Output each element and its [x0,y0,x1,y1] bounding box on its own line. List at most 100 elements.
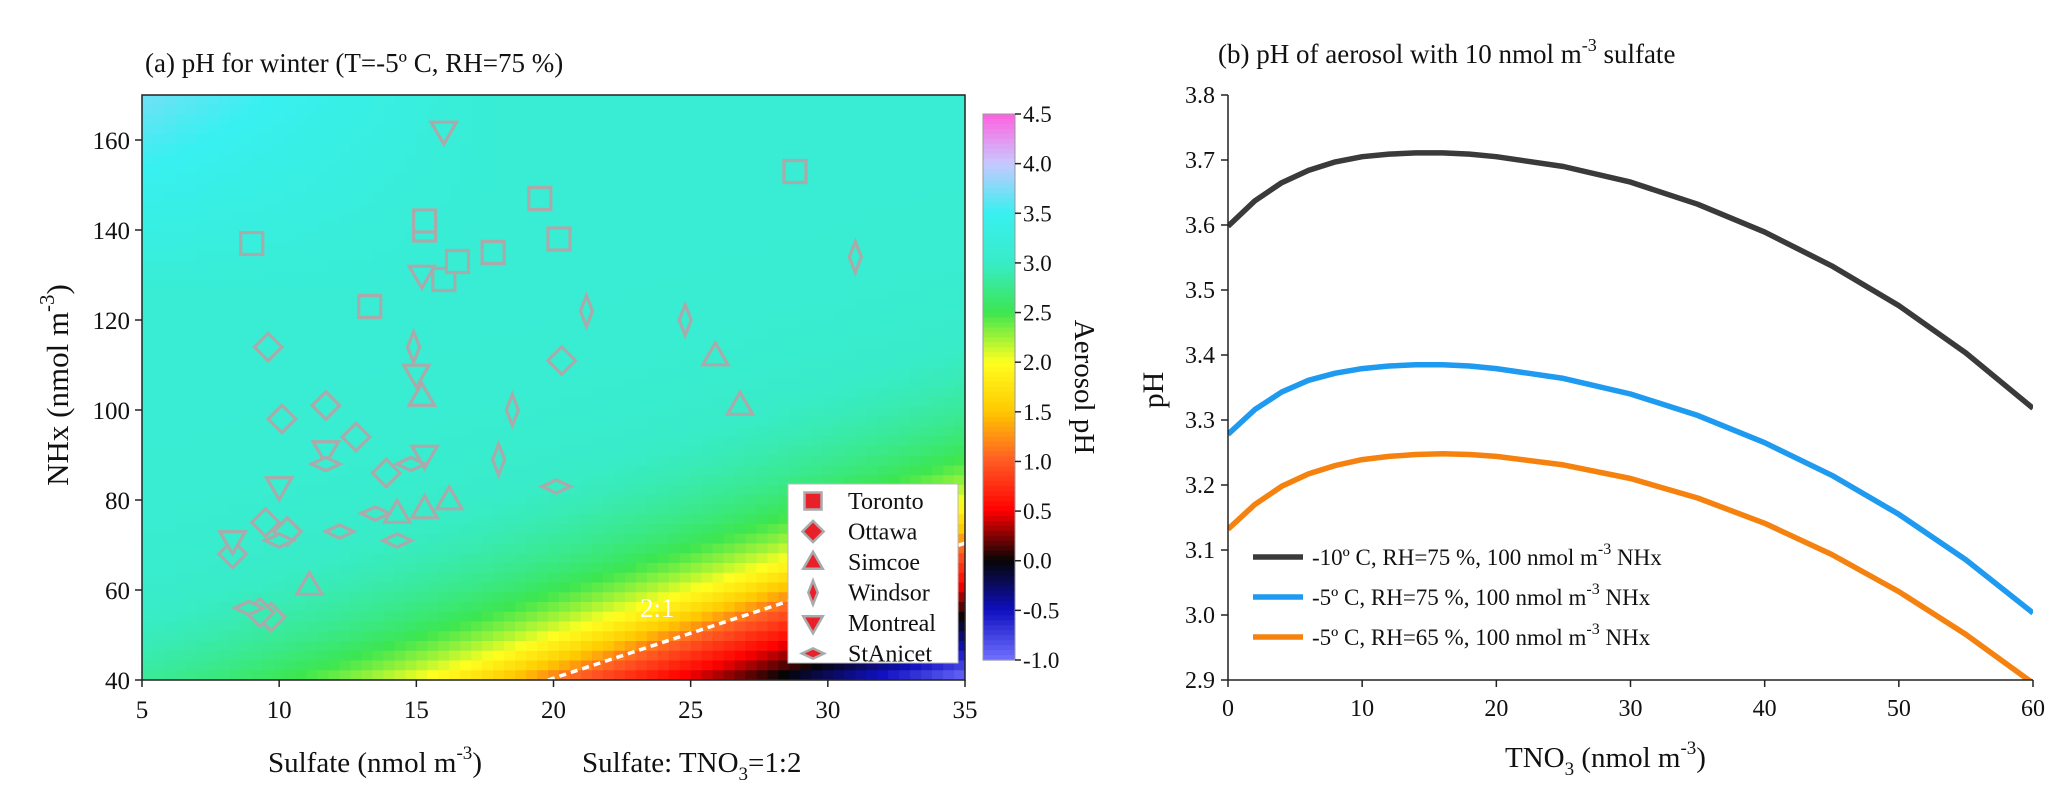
marker-toronto [239,230,265,257]
marker-ottawa [545,344,578,377]
x-tick-label: 5 [136,697,149,724]
ph-curves [1228,150,2033,680]
legend-label-montreal: Montreal [848,611,936,637]
x-tick-label: 10 [1350,696,1374,722]
panel-b-ylabel: pH [1137,372,1170,409]
series-line [1228,451,2033,680]
colorbar-tick-label: 2.5 [1023,301,1052,326]
marker-simcoe [406,380,438,407]
x-tick-label: 0 [1222,696,1234,722]
panel-b-xlabel: TNO3 (nmol m-3) [1505,738,1706,780]
marker-windsor [847,237,864,277]
colorbar-tick-label: 3.0 [1023,251,1052,276]
marker-toronto [357,293,383,320]
legend-box [787,483,959,664]
y-tick-label: 3.6 [1185,213,1215,239]
marker-simcoe [381,497,413,524]
marker-stanicet [357,505,394,522]
y-tick-label: 100 [93,398,131,425]
panel-b: (b) pH of aerosol with 10 nmol m-3 sulfa… [1137,35,2045,780]
x-tick-label: 60 [2021,696,2045,722]
marker-montreal [428,120,460,148]
panel-a: (a) pH for winter (T=-5º C, RH=75 %) 2:1… [35,48,1100,785]
marker-montreal [263,476,295,503]
panel-a-xlabel: Sulfate (nmol m-3) [268,743,482,779]
colorbar: 4.5 4.0 3.5 3.0 2.5 2.0 1.5 1.0 0.5 0.0 -0.5 -1.0 A… [982,102,1100,673]
y-tick-label: 60 [105,578,130,605]
y-tick-label: 120 [93,308,131,335]
x-tick-label: 25 [678,697,703,724]
y-tick-label: 3.7 [1185,148,1215,174]
legend-label-ottawa: Ottawa [848,520,918,546]
panel-b-legend: -10º C, RH=75 %, 100 nmol m-3 NHx -5º C, … [1253,541,1662,650]
x-tick-label: 50 [1887,696,1911,722]
marker-stanicet [307,455,344,473]
marker-stanicet [321,523,358,540]
marker-stanicet [538,478,575,495]
y-tick-label: 3.0 [1185,603,1215,629]
colorbar-frame [982,113,1016,661]
panel-b-axes: 0 10 20 30 40 50 60 2.9 3.0 3.1 3.2 3.3 3.4 3.5 3.6 3.7… [1185,83,2045,722]
y-tick-label: 40 [105,668,130,695]
legend-label-simcoe: Simcoe [848,550,920,576]
x-tick-label: 15 [404,697,429,724]
marker-toronto [480,239,506,266]
legend-marker-ottawa [800,519,826,544]
y-tick-label: 140 [93,218,131,245]
y-tick-label: 3.1 [1185,538,1215,564]
colorbar-tick-label: 1.0 [1023,449,1052,474]
marker-stanicet [392,455,429,473]
marker-simcoe [724,389,756,416]
marker-windsor [405,327,422,367]
legend-marker-simcoe [801,549,825,571]
x-tick-label: 40 [1753,696,1777,722]
marker-toronto [546,226,572,252]
marker-toronto [411,208,438,234]
colorbar-tick-label: -1.0 [1023,648,1059,673]
x-tick-label: 20 [541,697,566,724]
panel-a-title: (a) pH for winter (T=-5º C, RH=75 %) [145,48,563,78]
marker-ottawa [252,330,285,364]
x-tick-label: 30 [815,697,840,724]
marker-simcoe [433,483,465,511]
marker-ottawa [309,389,342,422]
legend-marker-windsor [806,577,820,608]
legend-label: -5º C, RH=65 %, 100 nmol m-3 NHx [1312,621,1651,650]
ratio-annotation: 2:1 [640,593,675,623]
panel-a-axes: 5 10 15 20 25 30 35 40 60 80 100 120 140 160 [93,128,978,724]
series-line [1228,150,2033,411]
y-tick-label: 3.2 [1185,473,1215,499]
colorbar-tick-label: 3.5 [1023,201,1052,226]
y-tick-label: 2.9 [1185,668,1215,694]
marker-toronto [782,158,808,185]
marker-simcoe [293,569,325,596]
colorbar-tick-label: 1.5 [1023,400,1052,425]
station-markers [216,120,864,634]
marker-windsor [490,439,507,480]
colorbar-tick-label: 2.0 [1023,350,1052,375]
marker-ottawa [249,506,282,539]
series-line [1228,362,2033,616]
colorbar-tick-label: -0.5 [1023,598,1059,623]
marker-montreal [310,440,342,467]
y-tick-label: 3.3 [1185,408,1215,434]
marker-windsor [504,390,521,430]
panel-b-title: (b) pH of aerosol with 10 nmol m-3 sulfa… [1218,35,1675,69]
y-tick-label: 80 [105,488,130,515]
marker-montreal [406,264,438,292]
marker-ottawa [339,420,372,454]
marker-simcoe [699,339,731,367]
marker-toronto [527,185,553,212]
colorbar-label: Aerosol pH [1068,320,1100,455]
x-tick-label: 10 [267,697,292,724]
x-tick-label: 30 [1619,696,1643,722]
legend-marker-montreal [801,614,825,636]
marker-stanicet [261,532,298,549]
marker-windsor [578,291,595,331]
legend-label-toronto: Toronto [848,489,924,515]
marker-montreal [400,363,432,391]
x-tick-label: 20 [1484,696,1508,722]
colorbar-tick-label: 0.0 [1023,549,1052,574]
legend-label: -5º C, RH=75 %, 100 nmol m-3 NHx [1312,581,1651,610]
